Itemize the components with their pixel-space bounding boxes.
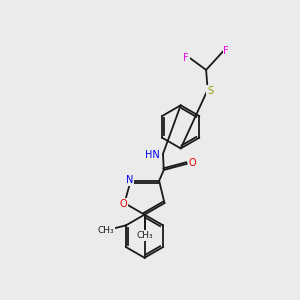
Text: F: F <box>183 52 189 63</box>
Text: S: S <box>207 86 213 96</box>
Text: HN: HN <box>145 150 160 160</box>
Text: CH₃: CH₃ <box>98 226 114 235</box>
Text: O: O <box>120 199 127 209</box>
Text: O: O <box>188 158 196 168</box>
Text: N: N <box>126 175 134 185</box>
Text: F: F <box>223 46 229 56</box>
Text: CH₃: CH₃ <box>136 231 153 240</box>
